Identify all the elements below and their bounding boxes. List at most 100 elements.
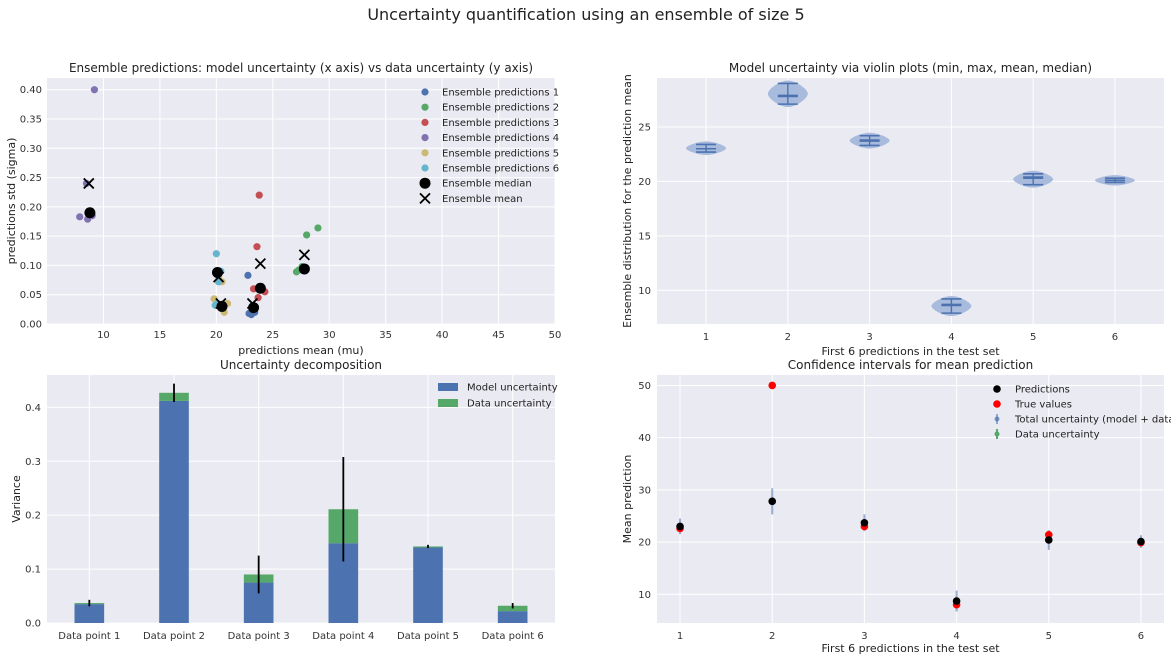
mean-marker [254, 258, 266, 270]
violin-panel: 1 2 3 4 5 6 10 15 20 25 Model uncertainty via viol… [621, 61, 1164, 358]
scatter-x-axis-label: predictions mean (mu) [238, 344, 363, 357]
x-tick-label: 45 [492, 330, 505, 341]
legend-marker [421, 118, 429, 126]
legend-label: Ensemble predictions 6 [442, 164, 559, 175]
figure-title: Uncertainty quantification using an ense… [367, 5, 804, 24]
true-value-point [768, 381, 777, 390]
x-tick-label: 50 [549, 330, 562, 341]
scatter-panel: 10 15 20 25 30 35 40 45 50 0.00 0.05 0.10 0.15 0.20 0.… [5, 61, 561, 357]
decomposition-y-axis-label: Variance [10, 475, 23, 523]
x-tick-label: 15 [154, 330, 167, 341]
x-tick-label: 3 [866, 332, 872, 343]
prediction-point [768, 497, 777, 506]
legend-marker [438, 399, 458, 407]
median-point [254, 282, 266, 294]
mean-marker [212, 271, 225, 283]
y-tick-label: 0.25 [20, 173, 42, 184]
x-tick-label: 6 [1112, 332, 1118, 343]
intervals-panel: 1 2 3 4 5 6 10 20 30 40 50 Confidence intervals for… [621, 358, 1171, 655]
y-tick-label: 0.4 [25, 403, 41, 414]
model-uncertainty-bar [413, 547, 443, 623]
legend-marker [993, 385, 1001, 393]
prediction-point [1137, 537, 1145, 546]
x-tick-label: Data point 5 [397, 631, 459, 642]
y-tick-label: 0.40 [20, 85, 42, 96]
x-tick-label: 4 [948, 332, 954, 343]
mean-marker [298, 249, 311, 261]
scatter-point [82, 179, 91, 188]
mean-marker [215, 297, 227, 310]
legend-marker [419, 177, 431, 189]
x-tick-label: 3 [861, 631, 867, 642]
legend-label: Ensemble predictions 4 [442, 133, 559, 144]
x-tick-label: Data point 6 [482, 631, 544, 642]
violin-title: Model uncertainty via violin plots (min,… [729, 61, 1092, 75]
y-tick-label: 0.2 [25, 511, 41, 522]
legend-label: Ensemble predictions 1 [442, 88, 559, 99]
legend-label: Ensemble predictions 5 [442, 148, 559, 159]
x-tick-label: 40 [436, 330, 449, 341]
y-tick-label: 20 [638, 538, 651, 549]
scatter-y-axis-label: predictions std (sigma) [5, 138, 18, 265]
scatter-point [90, 86, 99, 94]
legend-marker [994, 431, 1000, 437]
x-tick-label: Data point 2 [143, 631, 205, 642]
mean-marker [83, 177, 95, 190]
legend-label: Data uncertainty [1015, 430, 1100, 441]
x-tick-label: 5 [1030, 332, 1036, 343]
x-tick-label: 6 [1138, 631, 1144, 642]
violin-y-axis-label: Ensemble distribution for the prediction… [621, 74, 634, 328]
model-uncertainty-bar [159, 400, 189, 623]
x-tick-label: 35 [379, 330, 392, 341]
scatter-title: Ensemble predictions: model uncertainty … [69, 61, 533, 75]
median-point [298, 263, 310, 275]
intervals-y-axis-label: Mean prediction [621, 455, 634, 544]
y-tick-label: 0.35 [20, 115, 42, 126]
x-tick-label: Data point 1 [58, 631, 120, 642]
x-tick-label: 2 [785, 332, 791, 343]
plot-area [657, 78, 1164, 324]
y-tick-label: 50 [638, 381, 651, 392]
x-tick-label: 4 [953, 631, 959, 642]
y-tick-label: 0.10 [20, 261, 42, 272]
median-point [84, 207, 96, 219]
y-tick-label: 20 [638, 177, 651, 188]
decomposition-title: Uncertainty decomposition [220, 358, 382, 372]
plot-area [47, 375, 555, 623]
x-tick-label: Data point 4 [312, 631, 374, 642]
x-tick-label: 25 [266, 330, 279, 341]
x-tick-label: 2 [769, 631, 775, 642]
prediction-point [860, 518, 869, 527]
legend-label: Ensemble predictions 3 [442, 118, 559, 129]
legend-label: True values [1014, 400, 1072, 411]
legend-marker [421, 164, 429, 172]
y-tick-label: 10 [638, 590, 651, 601]
x-tick-label: 1 [677, 631, 683, 642]
legend-label: Predictions [1015, 385, 1070, 396]
scatter-point [314, 224, 322, 232]
legend-label: Model uncertainty [467, 383, 558, 394]
legend-marker [421, 149, 429, 157]
median-point [216, 300, 228, 312]
scatter-point [212, 250, 220, 258]
true-value-point [1044, 530, 1053, 539]
x-tick-label: 1 [703, 332, 709, 343]
prediction-point [952, 597, 961, 605]
legend-label: Ensemble mean [442, 194, 523, 205]
x-tick-label: 10 [97, 330, 110, 341]
legend-marker [438, 383, 458, 391]
y-tick-label: 0.20 [20, 202, 42, 213]
y-tick-label: 30 [638, 485, 651, 496]
legend-marker [421, 88, 429, 96]
intervals-title: Confidence intervals for mean prediction [788, 358, 1033, 372]
mean-marker [246, 297, 259, 310]
x-tick-label: Data point 3 [228, 631, 290, 642]
legend-label: Ensemble median [442, 179, 532, 190]
legend-label: Total uncertainty (model + data) [1014, 415, 1171, 426]
legend-marker [994, 416, 1000, 422]
scatter-point [244, 271, 252, 279]
legend-marker [419, 192, 431, 205]
legend-marker [421, 103, 429, 111]
model-uncertainty-bar [74, 604, 105, 623]
